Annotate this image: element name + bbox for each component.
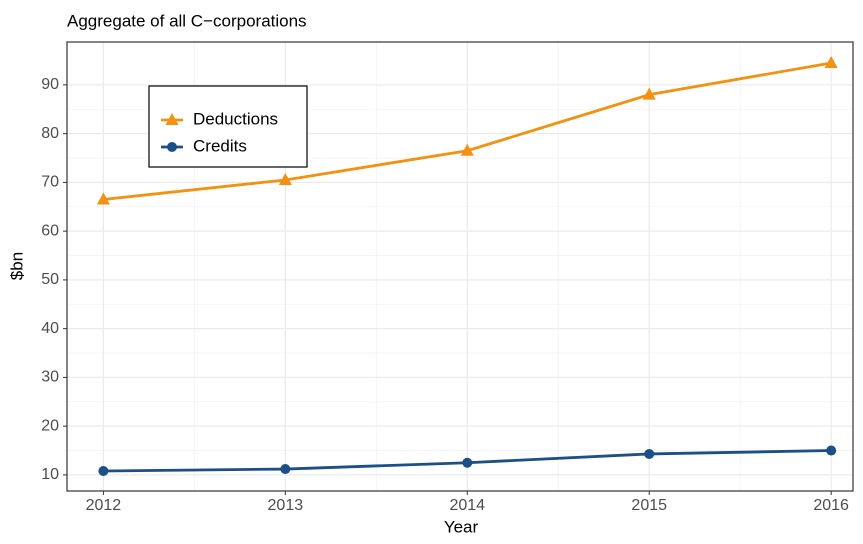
legend-marker [165, 113, 179, 125]
point [826, 445, 837, 456]
y-tick-label: 80 [41, 125, 59, 142]
x-tick-label: 2013 [268, 497, 304, 514]
y-tick-label: 20 [41, 417, 59, 434]
y-tick-label: 40 [41, 320, 59, 337]
legend-marker [167, 142, 177, 152]
legend-label: Deductions [193, 109, 278, 128]
chart-title: Aggregate of all C−corporations [67, 11, 307, 30]
x-tick-label: 2015 [631, 497, 667, 514]
point [278, 172, 292, 185]
x-tick-label: 2012 [86, 497, 122, 514]
legend-box [148, 85, 308, 168]
y-tick-label: 60 [41, 222, 59, 239]
point [98, 466, 109, 477]
point [280, 464, 291, 475]
y-tick-label: 10 [41, 466, 59, 483]
y-axis-label: $bn [7, 252, 26, 280]
point [824, 55, 838, 68]
legend: Deductions Credits [148, 85, 308, 168]
y-tick-label: 70 [41, 174, 59, 191]
y-tick-label: 90 [41, 76, 59, 93]
point [644, 448, 655, 459]
x-tick-label: 2014 [449, 497, 485, 514]
point [462, 457, 473, 468]
legend-label: Credits [193, 136, 247, 155]
y-tick-label: 30 [41, 369, 59, 386]
x-tick-label: 2016 [813, 497, 849, 514]
point [96, 192, 110, 205]
x-axis-label: Year [444, 517, 479, 536]
y-tick-label: 50 [41, 271, 59, 288]
point [642, 87, 656, 100]
point [460, 143, 474, 156]
plot-border [66, 41, 854, 492]
